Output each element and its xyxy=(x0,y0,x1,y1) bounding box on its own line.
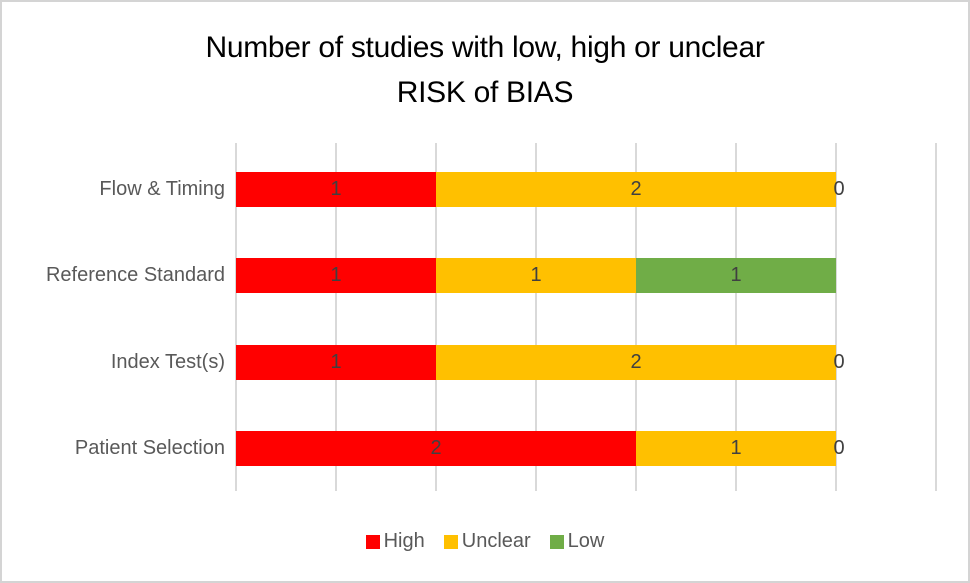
category-label: Flow & Timing xyxy=(99,178,225,200)
bar-segment-high xyxy=(236,345,436,380)
legend-swatch-icon xyxy=(549,534,564,549)
data-label-unclear: 1 xyxy=(530,264,542,286)
data-label-unclear: 2 xyxy=(630,178,642,200)
legend-swatch-icon xyxy=(365,534,380,549)
legend-swatch-icon xyxy=(443,534,458,549)
data-label-low: 0 xyxy=(833,178,845,200)
legend: High Unclear Low xyxy=(2,530,968,553)
gridline xyxy=(635,143,637,491)
bar-segment-unclear xyxy=(436,345,836,380)
legend-item-low: Low xyxy=(549,530,605,553)
data-label-unclear: 2 xyxy=(630,351,642,373)
data-label-high: 1 xyxy=(330,264,342,286)
gridline xyxy=(535,143,537,491)
bar-segment-low xyxy=(636,258,836,293)
category-label: Index Test(s) xyxy=(110,351,225,373)
legend-item-unclear: Unclear xyxy=(443,530,531,553)
data-label-high: 1 xyxy=(330,178,342,200)
chart-title-line-1: Number of studies with low, high or uncl… xyxy=(205,31,765,64)
bar-segment-unclear xyxy=(436,172,836,207)
bar-segment-unclear xyxy=(636,431,836,466)
chart-title: Number of studies with low, high or uncl… xyxy=(2,25,968,115)
category-label: Reference Standard xyxy=(45,264,225,286)
gridline xyxy=(235,143,237,491)
gridline xyxy=(335,143,337,491)
gridline xyxy=(935,143,937,491)
data-label-unclear: 1 xyxy=(730,437,742,459)
gridline xyxy=(735,143,737,491)
legend-label: Low xyxy=(567,530,605,552)
gridline xyxy=(835,143,837,491)
bar-segment-high xyxy=(236,431,636,466)
data-label-low: 0 xyxy=(833,437,845,459)
chart-title-line-2: RISK of BIAS xyxy=(396,76,574,109)
bar-segment-high xyxy=(236,258,436,293)
legend-label: High xyxy=(383,530,425,552)
data-label-low: 1 xyxy=(730,264,742,286)
bar-segment-unclear xyxy=(436,258,636,293)
category-label: Patient Selection xyxy=(74,437,225,459)
legend-item-high: High xyxy=(365,530,425,553)
data-label-high: 2 xyxy=(430,437,442,459)
plot-area: 1 2 0 1 1 1 1 2 0 2 1 0 xyxy=(235,143,937,491)
bar-segment-high xyxy=(236,172,436,207)
data-label-low: 0 xyxy=(833,351,845,373)
legend-label: Unclear xyxy=(461,530,531,552)
data-label-high: 1 xyxy=(330,351,342,373)
gridline xyxy=(435,143,437,491)
